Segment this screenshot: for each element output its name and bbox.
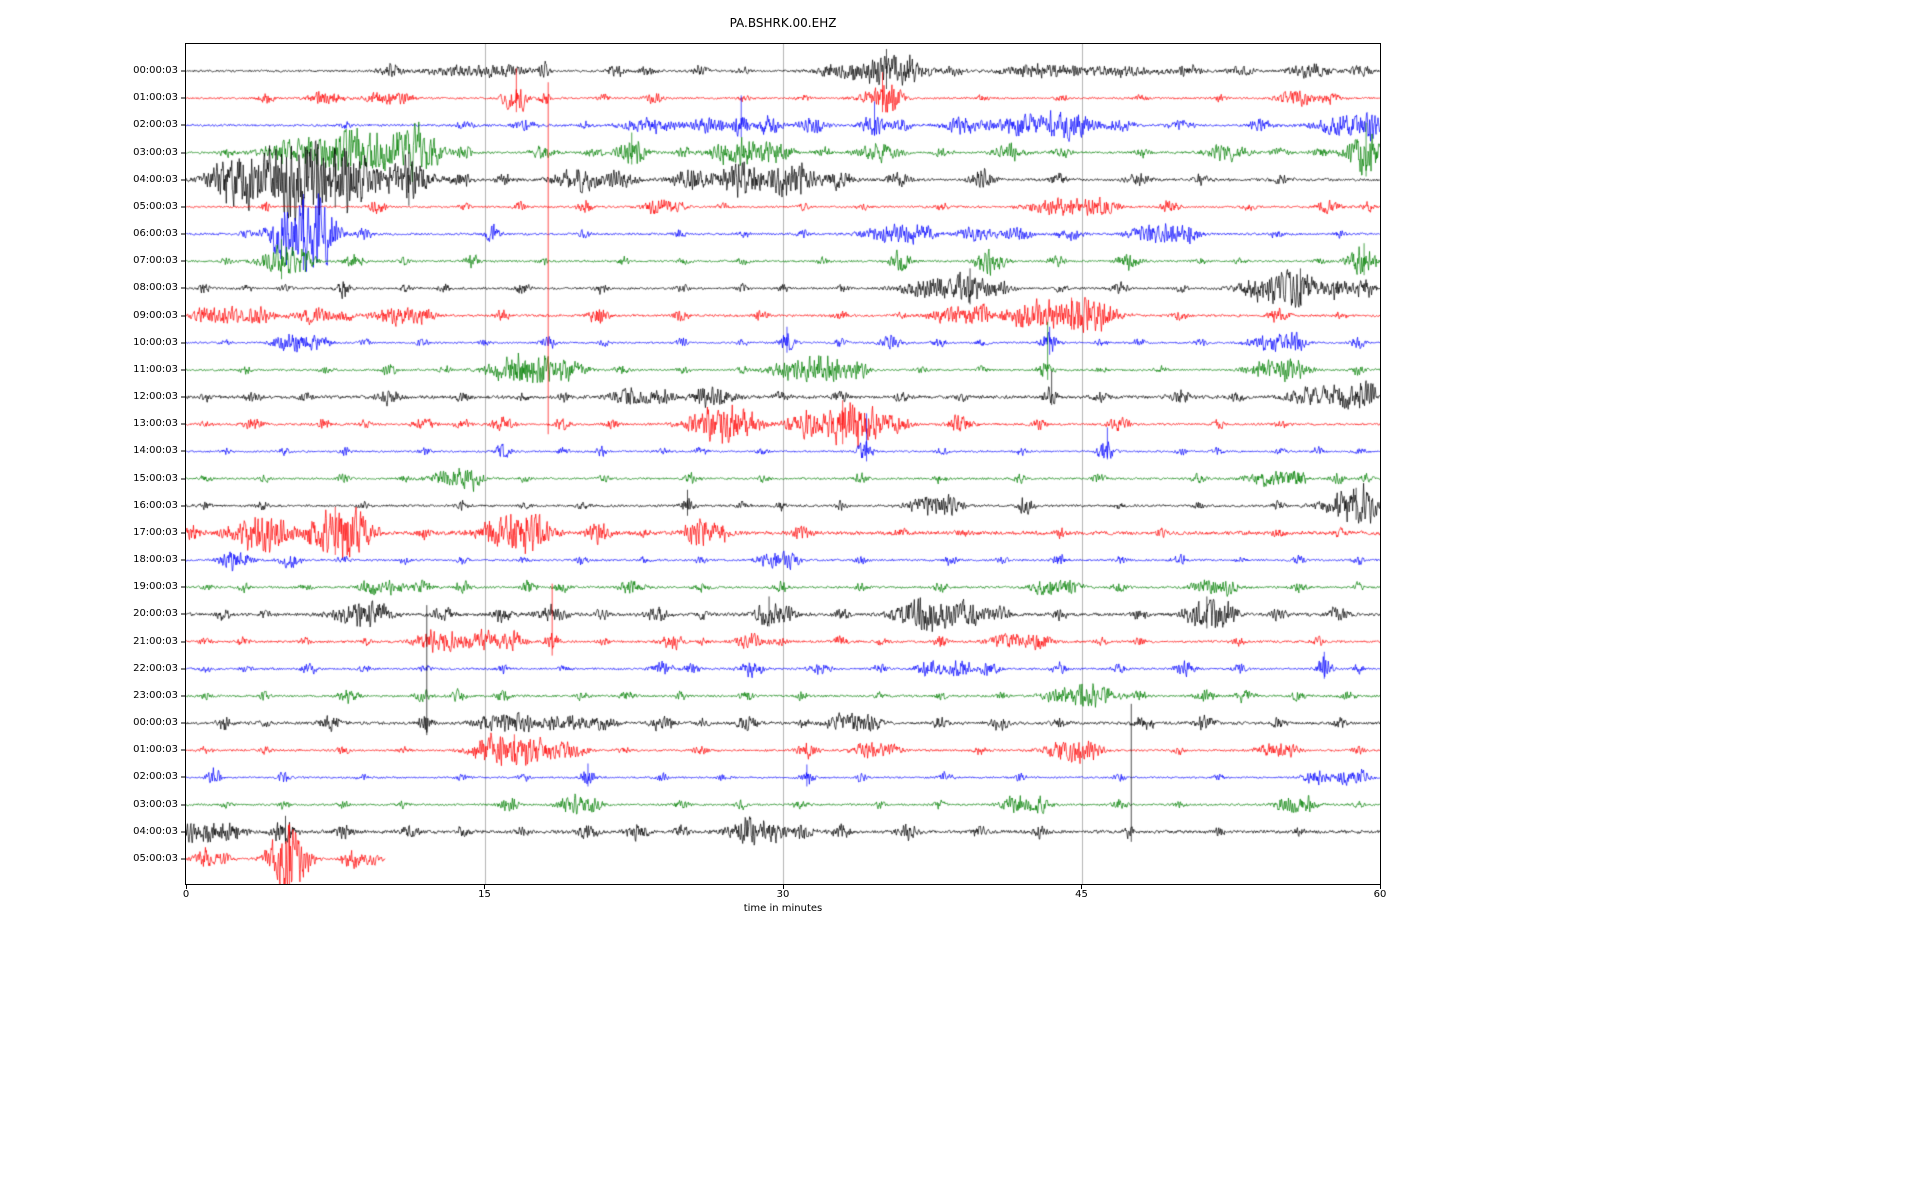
- trace-time-label: 13:00:03: [133, 418, 178, 430]
- trace-time-label: 10:00:03: [133, 336, 178, 348]
- trace-time-label: 11:00:03: [133, 363, 178, 375]
- y-tick-mark: [181, 641, 185, 643]
- trace-time-label: 04:00:03: [133, 825, 178, 837]
- x-axis-label: time in minutes: [743, 903, 823, 914]
- y-tick-mark: [181, 532, 185, 534]
- trace-time-label: 00:00:03: [133, 717, 178, 729]
- y-tick-mark: [181, 804, 185, 806]
- y-tick-mark: [181, 749, 185, 751]
- y-tick-mark: [181, 315, 185, 317]
- y-tick-mark: [181, 722, 185, 724]
- trace-time-label: 21:00:03: [133, 635, 178, 647]
- y-tick-mark: [181, 70, 185, 72]
- trace-time-label: 19:00:03: [133, 581, 178, 593]
- y-tick-mark: [181, 450, 185, 452]
- y-tick-mark: [181, 423, 185, 425]
- trace-time-label: 05:00:03: [133, 852, 178, 864]
- y-tick-mark: [181, 559, 185, 561]
- trace-time-label: 09:00:03: [133, 309, 178, 321]
- y-tick-mark: [181, 369, 185, 371]
- trace-time-label: 15:00:03: [133, 472, 178, 484]
- trace-time-label: 00:00:03: [133, 65, 178, 76]
- seismogram-canvas: [186, 44, 1380, 884]
- x-tick-mark: [185, 885, 187, 889]
- y-tick-mark: [181, 668, 185, 670]
- y-tick-mark: [181, 233, 185, 235]
- trace-time-label: 07:00:03: [133, 255, 178, 267]
- y-tick-mark: [181, 342, 185, 344]
- y-tick-mark: [181, 858, 185, 860]
- trace-time-label: 12:00:03: [133, 391, 178, 403]
- chart-title: PA.BSHRK.00.EHZ: [729, 16, 837, 30]
- y-tick-mark: [181, 613, 185, 615]
- trace-time-label: 02:00:03: [133, 771, 178, 783]
- y-tick-mark: [181, 179, 185, 181]
- y-tick-mark: [181, 396, 185, 398]
- y-tick-mark: [181, 478, 185, 480]
- trace-time-label: 20:00:03: [133, 608, 178, 620]
- trace-time-label: 22:00:03: [133, 662, 178, 674]
- y-tick-mark: [181, 124, 185, 126]
- plot-border: [185, 43, 1381, 885]
- y-tick-mark: [181, 831, 185, 833]
- x-tick-mark: [782, 885, 784, 889]
- x-tick-label: 45: [1075, 889, 1088, 900]
- trace-time-label: 14:00:03: [133, 445, 178, 457]
- y-tick-mark: [181, 776, 185, 778]
- trace-time-label: 03:00:03: [133, 146, 178, 158]
- y-tick-mark: [181, 586, 185, 588]
- x-tick-label: 60: [1373, 889, 1387, 900]
- x-tick-label: 0: [182, 889, 190, 900]
- x-tick-mark: [1379, 885, 1381, 889]
- trace-time-label: 17:00:03: [133, 526, 178, 538]
- trace-time-label: 06:00:03: [133, 228, 178, 240]
- trace-time-label: 08:00:03: [133, 282, 178, 294]
- y-tick-mark: [181, 505, 185, 507]
- x-tick-mark: [1081, 885, 1082, 889]
- x-tick-label: 15: [478, 889, 491, 900]
- trace-time-label: 16:00:03: [133, 499, 178, 511]
- trace-time-label: 04:00:03: [133, 173, 178, 185]
- trace-time-label: 23:00:03: [133, 689, 178, 701]
- trace-time-label: 05:00:03: [133, 200, 178, 212]
- y-tick-mark: [181, 260, 185, 262]
- x-tick-label: 30: [776, 889, 790, 900]
- trace-time-label: 01:00:03: [133, 744, 178, 756]
- x-tick-mark: [484, 885, 485, 889]
- trace-label-column: 00:00:03 01:00:03 02:00:03 03:00:03 04:00:03…: [0, 0, 181, 1200]
- y-tick-mark: [181, 206, 185, 208]
- trace-time-label: 02:00:03: [133, 119, 178, 131]
- y-tick-mark: [181, 152, 185, 154]
- trace-time-label: 03:00:03: [133, 798, 178, 810]
- y-tick-mark: [181, 287, 185, 289]
- trace-time-label: 18:00:03: [133, 554, 178, 566]
- y-tick-mark: [181, 97, 185, 99]
- trace-time-label: 01:00:03: [133, 92, 178, 104]
- y-tick-mark: [181, 695, 185, 697]
